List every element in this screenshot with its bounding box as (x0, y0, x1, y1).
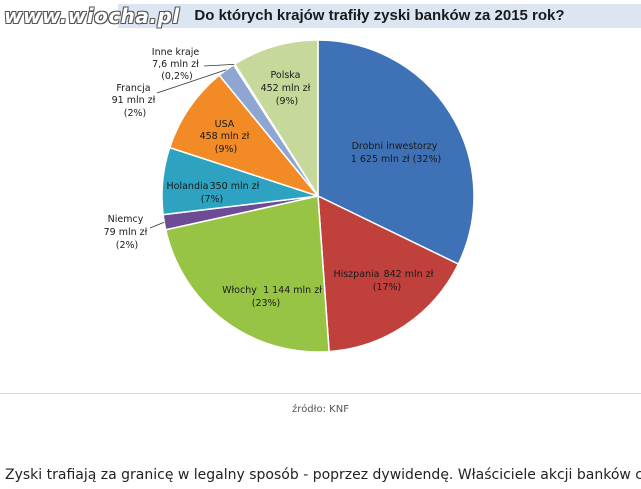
label-inne-kraje: Inne kraje 7,6 mln zł (0,2%) (152, 47, 202, 82)
title-band (118, 4, 641, 28)
label-wlochy: Włochy 1 144 mln zł (23%) (222, 285, 325, 309)
pie-slice-drobni-inwestorzy (317, 39, 475, 266)
label-hiszpania: Hiszpania 842 mln zł (17%) (333, 269, 436, 293)
label-francja: Francja 91 mln zł (2%) (112, 83, 159, 119)
label-drobni: Drobni inwestorzy 1 625 mln zł (32%) (351, 141, 441, 165)
label-usa: USA 458 mln zł (9%) (200, 119, 253, 155)
source-note: źródło: KNF (292, 404, 349, 415)
label-niemcy: Niemcy 79 mln zł (2%) (104, 214, 151, 251)
pie-slice-włochy (164, 195, 330, 353)
article-text: Zyski trafiają za granicę w legalny spos… (5, 467, 641, 483)
leader-line-niemcy (149, 221, 165, 229)
leader-line-francja (156, 69, 227, 94)
label-holandia: Holandia 350 mln zł (7%) (167, 181, 263, 205)
source-divider (0, 393, 641, 394)
leader-line-inne-kraje (203, 64, 235, 67)
pie-chart: Drobni inwestorzy 1 625 mln zł (32%) His… (104, 39, 475, 353)
pie-slice-usa (168, 74, 321, 198)
pie-slice-polska (233, 39, 319, 199)
watermark-logo: www.wiocha.pl (4, 4, 180, 28)
pie-slice-hiszpania (317, 194, 460, 353)
label-polska: Polska 452 mln zł (9%) (261, 70, 314, 107)
chart-title: Do których krajów trafiły zyski banków z… (194, 7, 565, 24)
